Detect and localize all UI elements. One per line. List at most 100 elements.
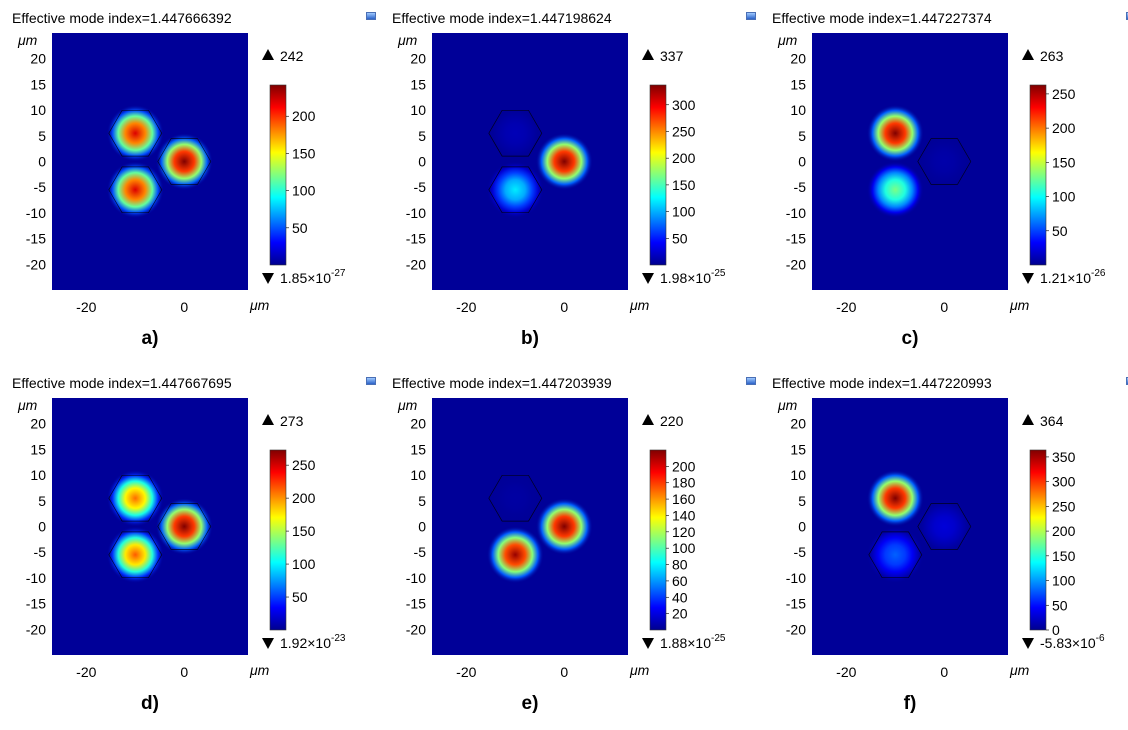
- y-tick-label: 20: [30, 51, 46, 67]
- max-value-label: 242: [280, 48, 304, 64]
- colorbar-tick-label: 40: [672, 589, 688, 605]
- core-outline: [108, 474, 163, 522]
- window-icon: [1126, 12, 1128, 20]
- y-tick-label: 15: [30, 76, 46, 92]
- core-outline: [868, 531, 923, 579]
- x-tick-label: 0: [180, 664, 188, 680]
- y-tick-label: 0: [38, 154, 46, 170]
- core-field: [106, 161, 164, 219]
- colorbar-tick-label: 100: [672, 540, 696, 556]
- y-tick-label: 0: [798, 519, 806, 535]
- min-value-label: 1.98×10-25: [660, 268, 726, 286]
- x-axis-unit: μm: [249, 297, 270, 313]
- max-marker-icon: [1022, 49, 1034, 60]
- y-tick-label: 10: [30, 102, 46, 118]
- y-tick-label: -20: [26, 256, 46, 272]
- colorbar: [1029, 449, 1047, 631]
- core-field: [866, 526, 924, 584]
- y-tick-label: -5: [414, 544, 427, 560]
- core-field: [486, 469, 544, 527]
- max-marker-icon: [262, 49, 274, 60]
- chart-panel: Effective mode index=1.447220993 20 15 10 5 0…: [760, 365, 1128, 730]
- x-tick-label: -20: [836, 664, 856, 680]
- y-tick-label: -15: [786, 231, 806, 247]
- min-marker-icon: [642, 273, 654, 284]
- colorbar-tick-label: 50: [672, 230, 688, 246]
- y-tick-label: 10: [790, 467, 806, 483]
- core-field: [866, 469, 924, 527]
- core-field: [486, 161, 544, 219]
- y-tick-label: -20: [26, 621, 46, 637]
- y-tick-label: -5: [34, 544, 47, 560]
- chart-panel: Effective mode index=1.447203939 20 15 10 5 0…: [380, 365, 756, 730]
- y-tick-label: 5: [418, 493, 426, 509]
- colorbar-tick-label: 200: [292, 490, 316, 506]
- core-field: [915, 133, 973, 190]
- colorbar-tick-label: 50: [1052, 597, 1068, 613]
- core-field: [106, 526, 164, 584]
- colorbar-tick-label: 100: [292, 183, 316, 199]
- colorbar-tick-label: 350: [1052, 449, 1076, 465]
- window-icon: [366, 377, 376, 385]
- colorbar-tick-label: 100: [292, 556, 316, 572]
- x-axis-unit: μm: [1009, 662, 1030, 678]
- chart-title: Effective mode index=1.447203939: [392, 375, 612, 391]
- y-tick-label: 20: [790, 51, 806, 67]
- colorbar-tick-label: 150: [1052, 548, 1076, 564]
- plot-area: [812, 33, 1008, 290]
- panel-caption: c): [901, 328, 919, 349]
- chart-title: Effective mode index=1.447198624: [392, 10, 612, 26]
- chart-panel: Effective mode index=1.447227374 20 15 10 5 0…: [760, 0, 1128, 365]
- chart-panel: Effective mode index=1.447198624 20 15 10 5 0…: [380, 0, 756, 365]
- min-value-label: 1.88×10-25: [660, 633, 726, 651]
- x-tick-label: 0: [940, 664, 948, 680]
- y-axis-unit: μm: [17, 32, 38, 48]
- x-tick-label: -20: [836, 299, 856, 315]
- y-tick-label: -10: [26, 570, 46, 586]
- max-value-label: 220: [660, 413, 684, 429]
- core-outline: [157, 503, 212, 550]
- y-tick-label: -20: [406, 256, 426, 272]
- colorbar-tick-label: 200: [292, 108, 316, 124]
- core-outline: [157, 138, 212, 185]
- core-outline: [917, 138, 972, 185]
- y-axis-unit: μm: [777, 397, 798, 413]
- colorbar-tick-label: 120: [672, 524, 696, 540]
- colorbar-tick-label: 150: [292, 145, 316, 161]
- y-axis-unit: μm: [777, 32, 798, 48]
- x-tick-label: -20: [456, 299, 476, 315]
- x-tick-label: 0: [180, 299, 188, 315]
- panel-caption: f): [903, 693, 917, 714]
- colorbar-tick-label: 250: [1052, 498, 1076, 514]
- x-axis-unit: μm: [1009, 297, 1030, 313]
- colorbar-tick-label: 150: [292, 523, 316, 539]
- colorbar-tick-label: 0: [1052, 622, 1060, 638]
- y-tick-label: -15: [406, 596, 426, 612]
- y-tick-label: 20: [30, 416, 46, 432]
- y-axis-unit: μm: [397, 397, 418, 413]
- plot-area: [432, 33, 628, 290]
- min-marker-icon: [262, 638, 274, 649]
- y-tick-label: -5: [34, 179, 47, 195]
- y-tick-label: -15: [406, 231, 426, 247]
- x-tick-label: -20: [76, 299, 96, 315]
- panel-caption: a): [141, 328, 159, 349]
- y-tick-label: 15: [790, 441, 806, 457]
- core-field: [866, 104, 924, 162]
- plot-area: [812, 398, 1008, 655]
- x-tick-label: 0: [560, 664, 568, 680]
- colorbar-tick-label: 50: [292, 589, 308, 605]
- window-icon: [1126, 377, 1128, 385]
- core-field: [155, 498, 213, 555]
- y-tick-label: -20: [406, 621, 426, 637]
- core-outline: [917, 503, 972, 550]
- x-axis-unit: μm: [249, 662, 270, 678]
- core-outline: [488, 109, 543, 157]
- colorbar-tick-label: 150: [672, 177, 696, 193]
- plot-area: [432, 398, 628, 655]
- y-tick-label: 20: [790, 416, 806, 432]
